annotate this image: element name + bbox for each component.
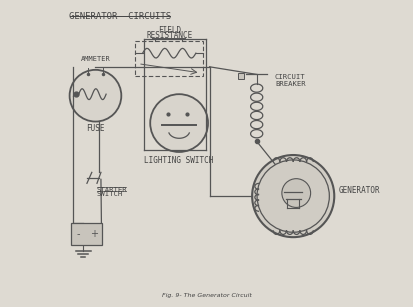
Circle shape [252, 155, 334, 237]
Circle shape [70, 70, 121, 122]
Text: AMMETER: AMMETER [81, 56, 110, 62]
Text: +: + [90, 229, 98, 239]
Text: SWITCH: SWITCH [97, 191, 123, 196]
Bar [238, 73, 244, 79]
Text: LIGHTING SWITCH: LIGHTING SWITCH [145, 156, 214, 165]
Bar [71, 223, 102, 245]
Text: STARTER: STARTER [97, 187, 128, 193]
Text: GENERATOR  CIRCUITS: GENERATOR CIRCUITS [69, 12, 171, 21]
Bar [135, 41, 204, 76]
Text: CIRCUIT
BREAKER: CIRCUIT BREAKER [275, 74, 306, 87]
Text: FUSE: FUSE [86, 124, 105, 133]
Text: Fig. 9- The Generator Circuit: Fig. 9- The Generator Circuit [161, 293, 252, 298]
Circle shape [150, 94, 208, 152]
Text: FIELD: FIELD [158, 26, 181, 36]
Circle shape [282, 179, 311, 208]
Text: -: - [77, 229, 81, 239]
Text: GENERATOR: GENERATOR [339, 185, 380, 195]
Circle shape [257, 160, 329, 232]
Text: RESISTANCE: RESISTANCE [146, 31, 192, 40]
